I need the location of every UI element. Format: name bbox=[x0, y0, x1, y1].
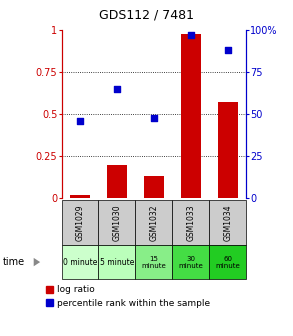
Text: GSM1029: GSM1029 bbox=[76, 204, 84, 241]
Bar bbox=[144, 176, 164, 198]
Text: GDS112 / 7481: GDS112 / 7481 bbox=[99, 9, 194, 22]
Bar bbox=[107, 165, 127, 198]
Text: GSM1033: GSM1033 bbox=[186, 204, 195, 241]
Text: GSM1034: GSM1034 bbox=[223, 204, 232, 241]
Point bbox=[78, 118, 82, 124]
Bar bbox=[70, 195, 90, 198]
Text: GSM1032: GSM1032 bbox=[149, 204, 158, 241]
Text: time: time bbox=[3, 257, 25, 267]
Text: 30
minute: 30 minute bbox=[178, 256, 203, 268]
Text: 60
minute: 60 minute bbox=[215, 256, 240, 268]
Point bbox=[151, 115, 156, 120]
Legend: log ratio, percentile rank within the sample: log ratio, percentile rank within the sa… bbox=[45, 285, 210, 308]
Text: 0 minute: 0 minute bbox=[63, 258, 97, 266]
Point bbox=[188, 33, 193, 38]
Point bbox=[115, 86, 119, 92]
Bar bbox=[217, 102, 238, 198]
Text: 5 minute: 5 minute bbox=[100, 258, 134, 266]
Text: 15
minute: 15 minute bbox=[142, 256, 166, 268]
Text: GSM1030: GSM1030 bbox=[113, 204, 121, 241]
Point bbox=[225, 48, 230, 53]
Bar bbox=[180, 34, 201, 198]
